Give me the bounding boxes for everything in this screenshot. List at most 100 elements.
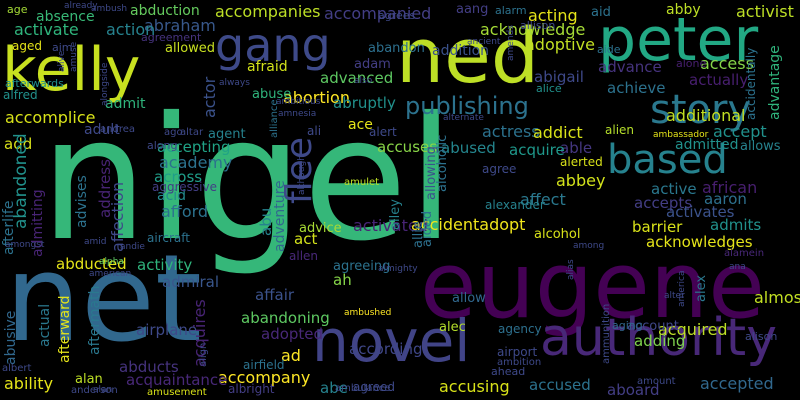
- word-ambulance: ambulance: [335, 383, 391, 394]
- word-acquired: acquired: [658, 320, 728, 339]
- word-abduction: abduction: [130, 3, 200, 19]
- word-ambassador: ambassador: [653, 130, 709, 140]
- word-amusement: amusement: [147, 387, 207, 398]
- word-accidentally: accidentally: [744, 47, 758, 120]
- word-allowing: allowing: [424, 146, 439, 200]
- word-ancient: ancient: [467, 37, 501, 47]
- word-allison: allison: [520, 19, 556, 32]
- word-among: among: [573, 241, 605, 251]
- word-affair: affair: [255, 286, 295, 304]
- word-ago: ago: [164, 127, 183, 138]
- word-addict: addict: [533, 123, 583, 142]
- word-alone: alone: [676, 57, 707, 70]
- word-ability: ability: [4, 374, 54, 393]
- word-ambition: ambition: [497, 357, 542, 368]
- word-ana: ana: [729, 262, 746, 272]
- word-acquire: acquire: [509, 141, 565, 159]
- word-act: act: [294, 230, 318, 248]
- word-adult: adult: [84, 122, 120, 138]
- word-kelly: kelly: [2, 35, 141, 105]
- word-alamein: alamein: [724, 248, 765, 259]
- word-almost: almost: [754, 288, 800, 307]
- word-barrier: barrier: [632, 218, 683, 236]
- word-aided: aided: [420, 210, 435, 247]
- word-accepting: accepting: [157, 138, 231, 156]
- word-abortion: abortion: [283, 88, 350, 107]
- word-alice: alice: [536, 82, 562, 95]
- word-alive: alive: [57, 50, 67, 72]
- word-abducted: abducted: [56, 255, 127, 273]
- word-alley: alley: [388, 199, 403, 230]
- word-abandon: abandon: [368, 41, 425, 56]
- word-amount: amount: [637, 376, 676, 387]
- word-abused: abused: [441, 139, 496, 157]
- word-admitted: admitted: [675, 137, 739, 153]
- word-authority: authority: [540, 308, 777, 368]
- word-advice: advice: [299, 221, 342, 236]
- word-accomplice: accomplice: [5, 108, 96, 127]
- word-acid: acid: [157, 188, 187, 204]
- word-advanced: advanced: [320, 69, 394, 87]
- word-alias: alias: [566, 259, 576, 280]
- word-actually: actually: [689, 71, 749, 89]
- word-adam: adam: [354, 57, 391, 72]
- word-along: along: [147, 139, 178, 152]
- word-alan: alan: [75, 372, 103, 387]
- word-additional: additional: [666, 106, 746, 125]
- word-activist: activist: [736, 2, 794, 21]
- word-allow: allow: [452, 291, 486, 306]
- word-admit: admit: [105, 96, 146, 112]
- word-adopted: adopted: [261, 325, 324, 343]
- word-aged: aged: [12, 39, 42, 53]
- word-agreed: agreed: [353, 380, 396, 394]
- word-almighty: almighty: [378, 264, 418, 274]
- word-ah: ah: [333, 271, 352, 289]
- word-access: access: [700, 54, 754, 73]
- word-peter: peter: [598, 5, 759, 75]
- word-abandoned: abandoned: [11, 133, 31, 229]
- word-addition: addition: [432, 43, 490, 59]
- word-eugene: eugene: [420, 232, 765, 339]
- word-activity: activity: [137, 256, 193, 274]
- word-acknowledge: acknowledge: [480, 20, 586, 39]
- word-allowed: allowed: [165, 41, 216, 56]
- word-ned: ned: [396, 11, 540, 100]
- word-agreeing: agreeing: [333, 259, 391, 274]
- word-although: although: [297, 155, 307, 195]
- word-andie: andie: [120, 242, 145, 252]
- word-alert: alert: [369, 125, 397, 139]
- word-absence: absence: [36, 9, 95, 25]
- word-achieve: achieve: [607, 79, 666, 97]
- word-accompanies: accompanies: [215, 2, 321, 21]
- word-novel: novel: [312, 307, 471, 375]
- word-acting: acting: [528, 6, 578, 25]
- word-accepted: accepted: [700, 374, 774, 393]
- word-altar: altar: [180, 127, 204, 138]
- word-advantage: advantage: [767, 45, 783, 120]
- word-alcohol: alcohol: [534, 227, 581, 242]
- word-ali: ali: [307, 124, 322, 138]
- word-american: american: [89, 269, 132, 279]
- word-agree: agree: [482, 162, 517, 176]
- word-ambushed: ambushed: [344, 308, 392, 318]
- word-alexander: alexander: [485, 198, 545, 212]
- word-advance: advance: [598, 58, 662, 76]
- word-abraham: abraham: [144, 16, 216, 35]
- word-across: across: [154, 168, 203, 186]
- word-aftermath: aftermath: [87, 285, 103, 355]
- word-always: always: [219, 78, 250, 88]
- word-acknowledges: acknowledges: [646, 233, 753, 251]
- word-according: according: [349, 340, 423, 358]
- word-ammunition: ammunition: [601, 303, 612, 364]
- word-activates: activates: [666, 203, 735, 221]
- word-ambush: ambush: [91, 4, 128, 14]
- word-alert2: alerted: [560, 155, 603, 169]
- word-alex: alex: [694, 274, 709, 302]
- word-amid: amid: [84, 237, 107, 247]
- word-afterwards: afterwards: [5, 77, 64, 90]
- word-accompanied: accompanied: [324, 4, 432, 23]
- word-agreement: agreement: [141, 31, 202, 44]
- word-abusive: abusive: [3, 310, 19, 365]
- word-afraid: afraid: [247, 59, 288, 75]
